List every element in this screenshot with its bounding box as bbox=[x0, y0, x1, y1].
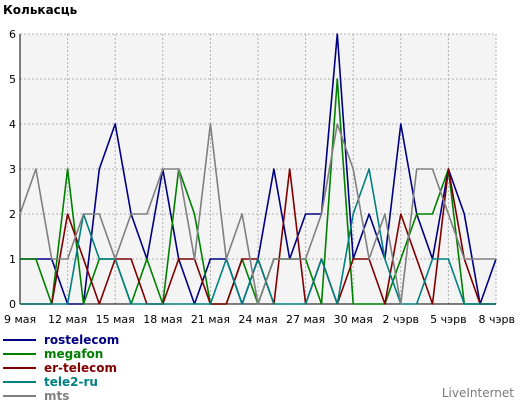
series-line-tele2-ru bbox=[20, 168, 496, 305]
legend-label: megafon bbox=[44, 347, 104, 361]
x-tick-label: 8 чэрв bbox=[479, 313, 516, 326]
series-lines bbox=[19, 33, 497, 305]
line-chart: 0 1 2 3 4 5 6 9 мая 12 мая 15 мая 18 мая 21 мая 24 м… bbox=[4, 28, 516, 326]
legend-swatch bbox=[3, 367, 36, 369]
y-tick-label: 4 bbox=[9, 118, 16, 131]
y-tick-label: 6 bbox=[9, 28, 16, 41]
liveinternet-brand: LiveInternet bbox=[441, 386, 514, 400]
y-tick-label: 3 bbox=[9, 163, 16, 176]
legend-item-er-telecom: er-telecom bbox=[3, 361, 119, 375]
x-tick-label: 27 мая bbox=[286, 313, 325, 326]
y-tick-label: 1 bbox=[9, 253, 16, 266]
y-tick-label: 5 bbox=[9, 73, 16, 86]
y-tick-label: 2 bbox=[9, 208, 16, 221]
legend-label: mts bbox=[44, 389, 70, 403]
legend-label: tele2-ru bbox=[44, 375, 98, 389]
legend-label: rostelecom bbox=[44, 333, 120, 347]
legend-label: er-telecom bbox=[44, 361, 118, 375]
x-tick-label: 24 мая bbox=[238, 313, 277, 326]
legend-swatch bbox=[3, 395, 36, 397]
legend-item-megafon: megafon bbox=[3, 347, 119, 361]
legend-swatch bbox=[3, 381, 36, 383]
x-tick-label: 18 мая bbox=[143, 313, 182, 326]
chart-title: Колькасць bbox=[3, 3, 78, 17]
legend-swatch bbox=[3, 339, 36, 341]
legend-item-rostelecom: rostelecom bbox=[3, 333, 119, 347]
x-tick-label: 2 чэрв bbox=[383, 313, 420, 326]
legend-item-mts: mts bbox=[3, 389, 119, 403]
legend-item-tele2-ru: tele2-ru bbox=[3, 375, 119, 389]
x-tick-label: 21 мая bbox=[191, 313, 230, 326]
legend-swatch bbox=[3, 353, 36, 355]
x-tick-label: 30 мая bbox=[334, 313, 373, 326]
x-tick-label: 15 мая bbox=[96, 313, 135, 326]
x-tick-label: 12 мая bbox=[48, 313, 87, 326]
series-line-mts bbox=[19, 123, 496, 305]
legend: rostelecom megafon er-telecom tele2-ru mts bbox=[3, 333, 119, 403]
y-tick-label: 0 bbox=[9, 298, 16, 311]
x-tick-label: 5 чэрв bbox=[430, 313, 467, 326]
x-tick-label: 9 мая bbox=[4, 313, 36, 326]
